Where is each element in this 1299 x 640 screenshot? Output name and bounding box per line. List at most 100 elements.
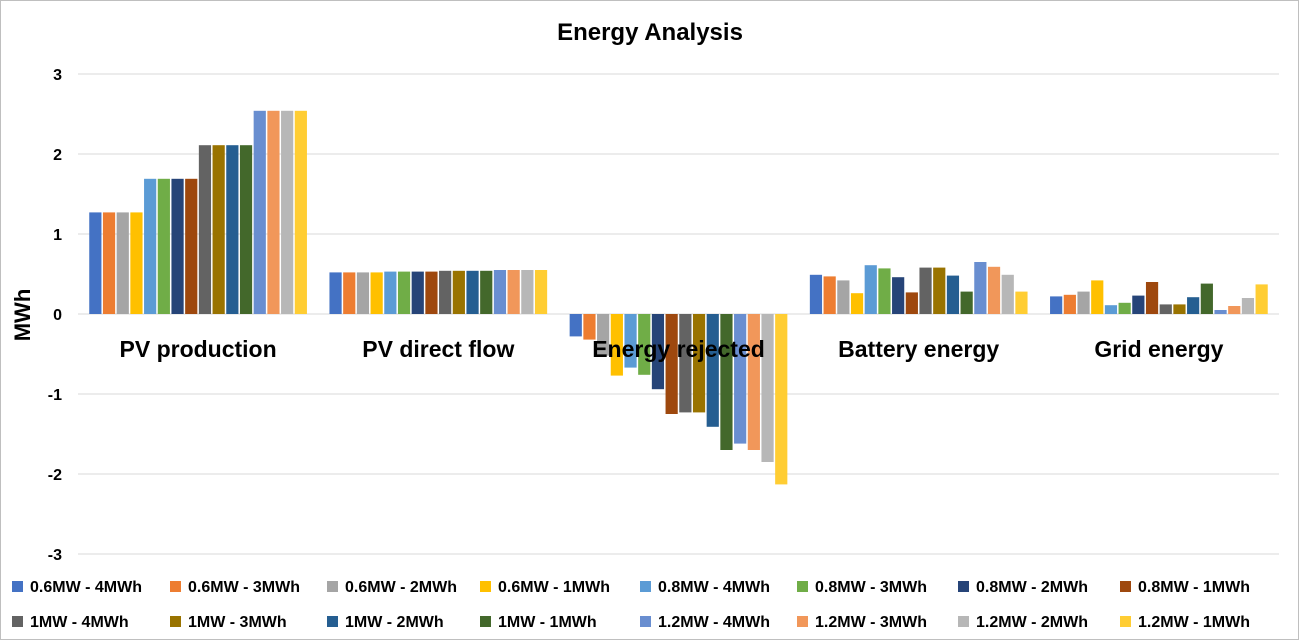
bar [583, 314, 596, 340]
legend-swatch [1120, 616, 1131, 627]
bar [1214, 310, 1227, 314]
legend-label: 0.8MW - 4MWh [658, 579, 770, 596]
bar [356, 272, 370, 314]
legend-label: 1.2MW - 1MWh [1138, 614, 1250, 631]
bar [370, 272, 383, 314]
bar [521, 270, 534, 314]
y-tick-label: -2 [48, 467, 62, 484]
bar [1173, 304, 1186, 314]
bar [734, 314, 747, 444]
y-tick-label: -1 [48, 387, 62, 404]
bar [1050, 296, 1063, 314]
bar [610, 314, 623, 376]
bar [679, 314, 692, 413]
legend-swatch [640, 581, 651, 592]
legend-label: 1MW - 3MWh [188, 614, 287, 631]
bars [89, 110, 1268, 485]
bar [1132, 295, 1145, 314]
bar [466, 270, 479, 314]
legend-swatch [640, 616, 651, 627]
bar [919, 267, 932, 314]
bar [1187, 297, 1200, 314]
bar [198, 145, 212, 314]
bar [850, 293, 864, 314]
bar [706, 314, 719, 427]
bar [987, 266, 1001, 314]
bar [212, 145, 225, 314]
legend-swatch [797, 616, 808, 627]
bar [116, 212, 129, 314]
bar [1255, 284, 1268, 314]
bar [534, 270, 548, 314]
bar [905, 292, 918, 314]
legend-label: 1MW - 4MWh [30, 614, 129, 631]
legend-swatch [1120, 581, 1131, 592]
bar [89, 212, 102, 314]
bar [411, 271, 424, 314]
bar [1104, 305, 1118, 314]
bar [624, 314, 637, 368]
legend-swatch [958, 581, 969, 592]
legend-label: 0.8MW - 3MWh [815, 579, 927, 596]
bar [480, 270, 493, 314]
bar [692, 314, 706, 413]
category-label: Energy rejected [592, 336, 765, 362]
bar [425, 271, 438, 314]
legend-swatch [480, 581, 491, 592]
y-tick-labels: -3 -2 -1 0 1 2 3 [48, 67, 62, 564]
legend-swatch [797, 581, 808, 592]
bar [638, 314, 651, 375]
legend-swatch [480, 616, 491, 627]
legend-label: 1.2MW - 4MWh [658, 614, 770, 631]
bar [397, 271, 411, 314]
bar [239, 145, 253, 314]
bar [761, 314, 774, 462]
bar [452, 270, 465, 314]
category-label: PV production [120, 336, 277, 362]
bar [1091, 280, 1104, 314]
y-tick-label: 0 [53, 307, 62, 324]
bar [1015, 291, 1028, 314]
y-tick-label: 1 [53, 227, 62, 244]
bar [823, 276, 836, 314]
bar [1228, 306, 1241, 314]
legend-label: 0.8MW - 2MWh [976, 579, 1088, 596]
bar [946, 275, 960, 314]
bar [775, 314, 788, 485]
bar [864, 265, 877, 314]
legend-swatch [170, 581, 181, 592]
legend-swatch [170, 616, 181, 627]
bar [892, 277, 905, 314]
bar [1077, 291, 1090, 314]
legend-label: 1.2MW - 2MWh [976, 614, 1088, 631]
category-label: PV direct flow [362, 336, 514, 362]
bar [747, 314, 760, 450]
bar [665, 314, 678, 414]
bar [507, 270, 520, 314]
bar [329, 272, 342, 314]
legend-swatch [12, 616, 23, 627]
legend-swatch [327, 581, 338, 592]
bar [144, 178, 157, 314]
legend-swatch [958, 616, 969, 627]
bar [267, 110, 280, 314]
bar [960, 291, 973, 314]
y-tick-label: 3 [53, 67, 62, 84]
legend: 0.6MW - 4MWh 0.6MW - 3MWh 0.6MW - 2MWh 0.6M… [12, 579, 1250, 631]
bar [651, 314, 665, 390]
bar [878, 268, 891, 314]
legend-label: 0.6MW - 3MWh [188, 579, 300, 596]
bar [809, 274, 823, 314]
legend-swatch [327, 616, 338, 627]
bar [102, 212, 116, 314]
legend-label: 1.2MW - 3MWh [815, 614, 927, 631]
bar [281, 110, 294, 314]
bar [253, 110, 266, 314]
bar [384, 271, 397, 314]
y-axis-label: MWh [10, 289, 35, 342]
bar [157, 178, 170, 314]
y-tick-label: 2 [53, 147, 62, 164]
bar [1118, 302, 1131, 314]
bar [597, 314, 610, 356]
